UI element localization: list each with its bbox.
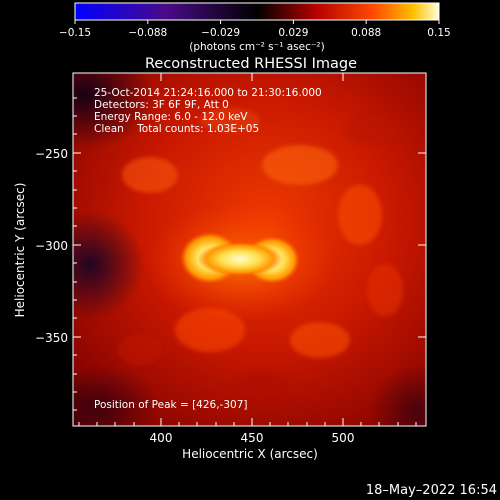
- plot-frame: [72, 72, 427, 427]
- x-tick-label: 450: [241, 431, 264, 445]
- y-axis-label: Heliocentric Y (arcsec): [13, 183, 27, 318]
- colorbar-tick-label: −0.15: [59, 27, 91, 39]
- image-title: Reconstructed RHESSI Image: [145, 56, 357, 72]
- x-axis-label: Heliocentric X (arcsec): [182, 447, 318, 461]
- detectors-info: Detectors: 3F 6F 9F, Att 0: [94, 99, 229, 111]
- x-tick-label: 400: [150, 431, 173, 445]
- colorbar-tick-label: −0.029: [201, 27, 240, 39]
- timestamp: 18–May–2022 16:54: [366, 483, 497, 498]
- y-tick-label: −350: [35, 331, 68, 345]
- colorbar: [74, 2, 440, 21]
- clean-counts-info: Clean Total counts: 1.03E+05: [94, 123, 259, 135]
- x-tick-label: 500: [332, 431, 355, 445]
- y-tick-label: −250: [35, 147, 68, 161]
- colorbar-tick-label: 0.029: [278, 27, 308, 39]
- y-tick-label: −300: [35, 239, 68, 253]
- x-axis-ticks: [78, 73, 417, 426]
- y-axis-ticks: [73, 97, 426, 411]
- colorbar-tick-label: −0.088: [128, 27, 167, 39]
- energy-range-info: Energy Range: 6.0 - 12.0 keV: [94, 111, 248, 123]
- colorbar-unit-label: (photons cm⁻² s⁻¹ asec⁻²): [189, 41, 324, 53]
- colorbar-ticks: [74, 20, 440, 24]
- colorbar-tick-label: 0.088: [351, 27, 381, 39]
- flare-image: [73, 73, 426, 426]
- peak-position: Position of Peak = [426,-307]: [94, 399, 248, 411]
- colorbar-tick-label: 0.15: [427, 27, 450, 39]
- observation-time: 25-Oct-2014 21:24:16.000 to 21:30:16.000: [94, 87, 322, 99]
